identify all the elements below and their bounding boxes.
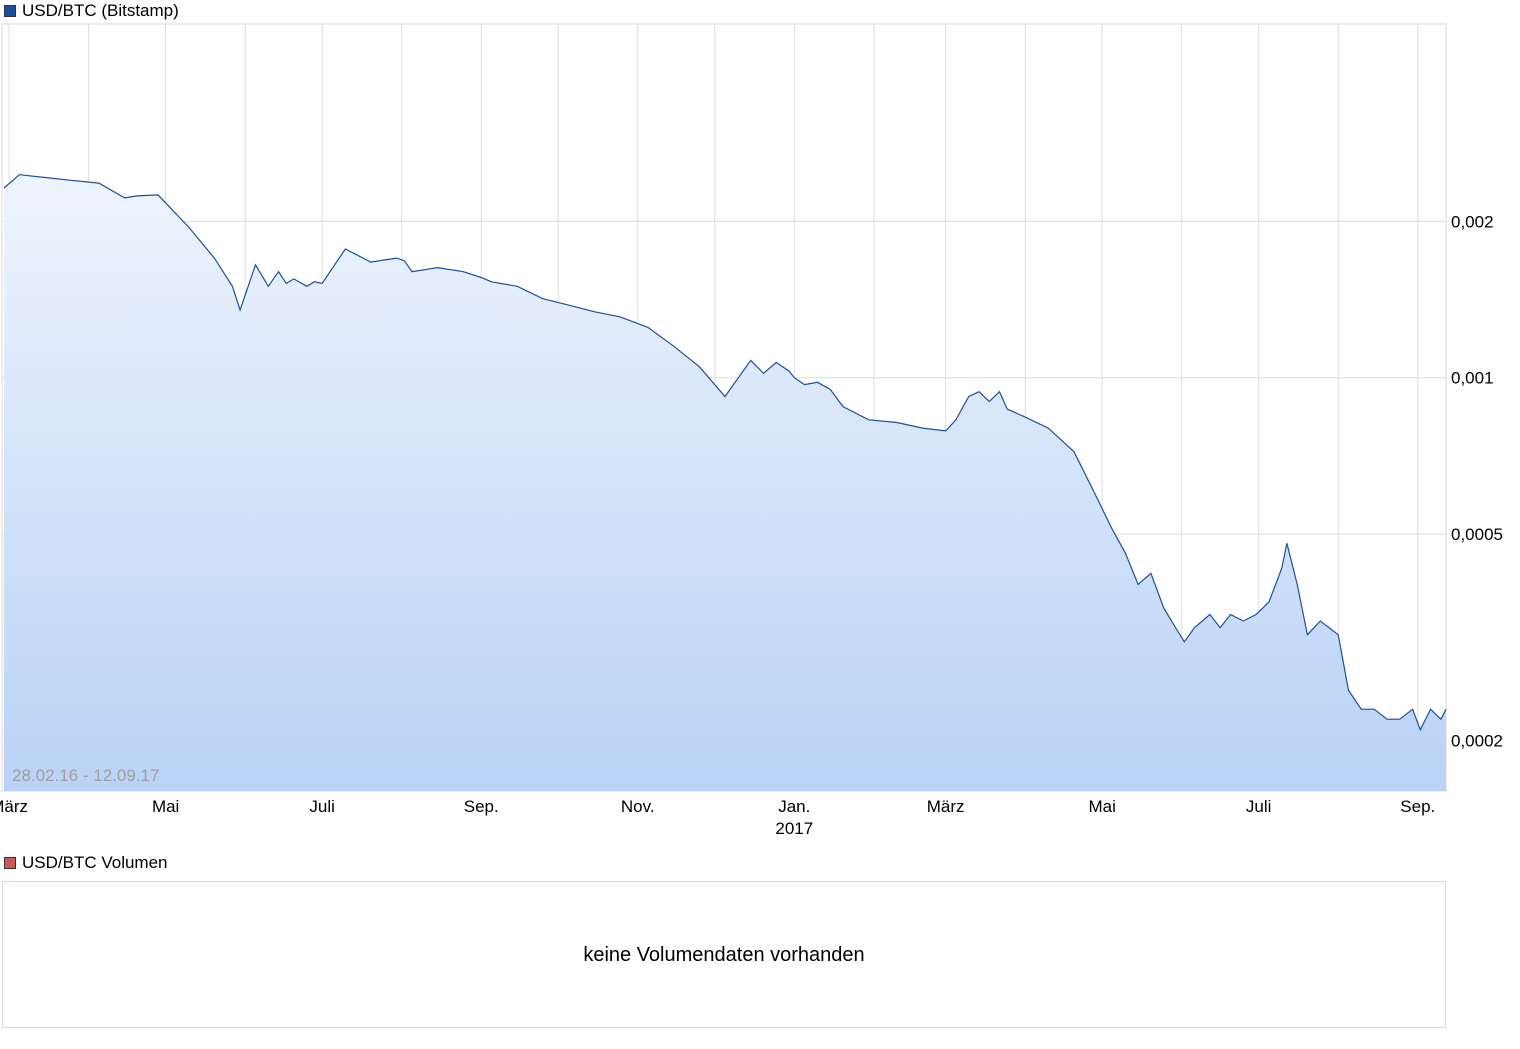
x-tick-label: Jan. xyxy=(778,797,810,816)
price-line xyxy=(3,174,1447,732)
y-tick-label: 0,0002 xyxy=(1451,732,1503,751)
date-range-label: 28.02.16 - 12.09.17 xyxy=(12,766,159,785)
x-tick-label: Juli xyxy=(309,797,335,816)
volume-panel: keine Volumendaten vorhanden xyxy=(2,881,1446,1028)
y-tick-label: 0,002 xyxy=(1451,212,1494,231)
x-tick-label: März xyxy=(0,797,28,816)
main-chart-legend: USD/BTC (Bitstamp) xyxy=(4,1,179,20)
x-tick-label: Nov. xyxy=(621,797,655,816)
volume-empty-message: keine Volumendaten vorhanden xyxy=(583,944,865,966)
y-tick-label: 0,001 xyxy=(1451,369,1494,388)
x-tick-label: Sep. xyxy=(464,797,499,816)
x-tick-label: Juli xyxy=(1246,797,1272,816)
x-axis-labels: März Mai Juli Sep. Nov. Jan. 2017 März Mai Juli Se… xyxy=(0,797,1435,838)
y-tick-label: 0,0005 xyxy=(1451,525,1503,544)
main-legend-label: USD/BTC (Bitstamp) xyxy=(22,1,179,20)
volume-legend-label: USD/BTC Volumen xyxy=(22,853,168,872)
x-tick-sublabel: 2017 xyxy=(775,819,813,838)
x-tick-label: Mai xyxy=(1088,797,1115,816)
volume-chart-legend: USD/BTC Volumen xyxy=(4,853,168,872)
price-area-fill xyxy=(4,174,1446,791)
x-tick-label: März xyxy=(927,797,965,816)
y-axis-labels: 0,002 0,001 0,0005 0,0002 xyxy=(1451,212,1503,750)
x-tick-label: Mai xyxy=(152,797,179,816)
volume-series-swatch xyxy=(4,857,16,869)
main-series-swatch xyxy=(4,5,16,17)
x-tick-label: Sep. xyxy=(1400,797,1435,816)
price-chart: 0,002 0,001 0,0005 0,0002 März Mai Juli Sep. No… xyxy=(0,23,1503,838)
